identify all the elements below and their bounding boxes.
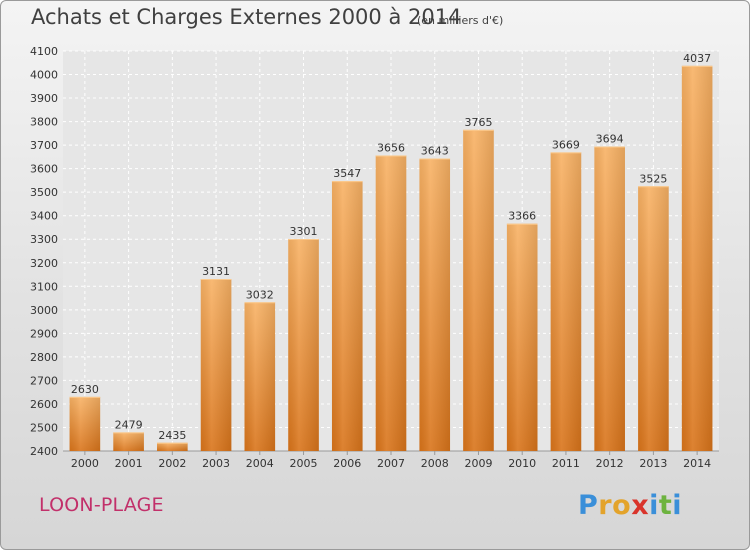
chart-subtitle: (en milliers d'€) [417, 14, 504, 27]
x-tick-label-2007: 2007 [377, 457, 405, 470]
bar-shade-2008 [419, 158, 451, 451]
x-tick-label-2013: 2013 [639, 457, 667, 470]
logo-letter: r [598, 490, 613, 521]
x-tick-label-2001: 2001 [115, 457, 143, 470]
bar-shade-2009 [463, 129, 494, 451]
value-label-2009: 3765 [464, 116, 492, 129]
value-label-2013: 3525 [639, 172, 667, 185]
y-tick-label: 3500 [30, 186, 58, 199]
chart-title: Achats et Charges Externes 2000 à 2014 [31, 5, 462, 29]
x-tick-label-2010: 2010 [508, 457, 536, 470]
bar-shade-2007 [375, 155, 407, 451]
y-tick-label: 4000 [30, 69, 58, 82]
bar-shade-2004 [244, 302, 276, 451]
proxiti-logo: Proxiti [578, 490, 682, 521]
city-name: LOON-PLAGE [39, 494, 164, 516]
y-tick-label: 3800 [30, 116, 58, 129]
x-tick-label-2004: 2004 [246, 457, 274, 470]
value-label-2010: 3366 [508, 210, 536, 223]
logo-letter: i [649, 490, 659, 521]
value-label-2012: 3694 [596, 133, 624, 146]
y-tick-label: 3700 [30, 139, 58, 152]
bar-shade-2013 [638, 186, 669, 451]
x-tick-label-2008: 2008 [421, 457, 449, 470]
value-label-2002: 2435 [158, 429, 186, 442]
y-tick-label: 2400 [30, 445, 58, 458]
value-label-2008: 3643 [421, 145, 449, 158]
y-tick-label: 3600 [30, 163, 58, 176]
y-tick-label: 3100 [30, 280, 58, 293]
bar-shade-2005 [288, 239, 319, 451]
y-tick-label: 3400 [30, 210, 58, 223]
y-tick-label: 3900 [30, 92, 58, 105]
bar-shade-2000 [69, 396, 101, 451]
labels-layer: 2400 2500 2600 2700 2800 2900 3000 3100 3200 3300… [30, 45, 711, 470]
bar-shade-2006 [331, 181, 363, 451]
bar-shade-2002 [157, 442, 188, 451]
logo-letter: x [631, 490, 650, 521]
y-tick-label: 2900 [30, 327, 58, 340]
bar-shade-2003 [200, 279, 232, 451]
value-label-2011: 3669 [552, 138, 580, 151]
logo-letter: o [612, 490, 632, 521]
x-tick-label-2002: 2002 [158, 457, 186, 470]
value-label-2003: 3131 [202, 265, 230, 278]
value-label-2001: 2479 [115, 418, 143, 431]
y-tick-label: 4100 [30, 45, 58, 58]
value-label-2006: 3547 [333, 167, 361, 180]
x-tick-label-2014: 2014 [683, 457, 711, 470]
bar-shade-2014 [681, 65, 713, 451]
y-tick-label: 2800 [30, 351, 58, 364]
x-tick-label-2012: 2012 [596, 457, 624, 470]
logo-letter: i [672, 490, 683, 521]
x-tick-label-2000: 2000 [71, 457, 99, 470]
value-label-2005: 3301 [290, 225, 318, 238]
logo-letter: P [578, 490, 599, 521]
value-label-2004: 3032 [246, 288, 274, 301]
value-label-2014: 4037 [683, 52, 711, 65]
value-label-2007: 3656 [377, 141, 405, 154]
bar-shade-2011 [550, 152, 582, 452]
bars-layer [69, 65, 713, 452]
value-label-2000: 2630 [71, 383, 99, 396]
y-tick-label: 3000 [30, 304, 58, 317]
bar-shade-2010 [506, 223, 538, 451]
y-tick-label: 2700 [30, 374, 58, 387]
x-tick-label-2011: 2011 [552, 457, 580, 470]
y-tick-label: 2500 [30, 421, 58, 434]
x-tick-label-2005: 2005 [290, 457, 318, 470]
y-tick-label: 2600 [30, 398, 58, 411]
x-tick-label-2009: 2009 [464, 457, 492, 470]
x-tick-label-2003: 2003 [202, 457, 230, 470]
y-tick-label: 3200 [30, 257, 58, 270]
bar-shade-2012 [594, 146, 625, 451]
logo-letter: t [658, 490, 673, 521]
y-tick-label: 3300 [30, 233, 58, 246]
x-tick-label-2006: 2006 [333, 457, 361, 470]
bar-shade-2001 [113, 432, 144, 451]
